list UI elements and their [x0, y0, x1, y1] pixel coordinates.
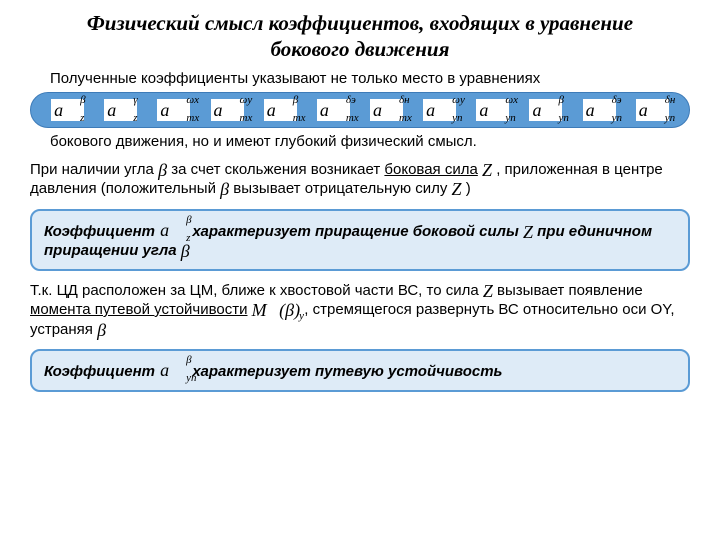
coeff-a-yn-δэ: aynδэ	[585, 99, 614, 121]
coeff-a-mx-δн: amxδн	[372, 99, 401, 121]
coeff-a-z-γ: azγ	[106, 99, 135, 121]
callout-coefficient-2: Коэффициент aynβ характеризует путевую у…	[30, 349, 690, 392]
sup: δн	[665, 95, 676, 106]
sup: δн	[399, 95, 410, 106]
sup: β	[80, 95, 85, 106]
text: Коэффициент	[44, 363, 159, 380]
sub: mx	[399, 113, 412, 124]
coeff-item: azγ	[104, 99, 137, 121]
callout-coefficient-1: Коэффициент azβ характеризует приращение…	[30, 209, 690, 271]
z-symbol: Z	[523, 223, 533, 241]
text: вызывает появление	[497, 282, 643, 299]
my-beta-symbol: My (β)	[252, 301, 300, 319]
text: за счет скольжения возникает	[171, 161, 384, 178]
underline-yaw-stability-moment: момента путевой устойчивости	[30, 301, 248, 318]
beta-symbol: β	[181, 242, 190, 260]
z-symbol: Z	[483, 282, 493, 300]
coeff-a-yn-δн: aynδн	[638, 99, 667, 121]
text: При наличии угла	[30, 161, 158, 178]
coeff-item: aynβ	[529, 99, 562, 121]
sup: γ	[133, 95, 137, 106]
coeff-item: aynδн	[636, 99, 669, 121]
sub: y	[299, 311, 304, 322]
sub: yn	[505, 113, 515, 124]
sub: z	[80, 113, 84, 124]
text: Т.к. ЦД расположен за ЦМ, ближе к хвосто…	[30, 282, 483, 299]
arg: (β)	[279, 300, 300, 320]
coeff-a-mx-ωx: amxωx	[159, 99, 188, 121]
beta-symbol: β	[220, 180, 229, 198]
coeff-item: amxωy	[211, 99, 244, 121]
page-title: Физический смысл коэффициентов, входящих…	[30, 10, 690, 63]
coeff-item: amxδн	[370, 99, 403, 121]
text: Коэффициент	[44, 223, 159, 240]
coeff-a-mx-ωy: amxωy	[213, 99, 242, 121]
title-line-1: Физический смысл коэффициентов, входящих…	[87, 11, 633, 35]
paragraph-intro-1: Полученные коэффициенты указывают не тол…	[30, 69, 690, 89]
sup: β	[558, 95, 563, 106]
coeff-a-z-β: azβ	[53, 99, 82, 121]
sub: yn	[558, 113, 568, 124]
coeff-a-yn-ωx: aynωx	[478, 99, 507, 121]
sub: yn	[665, 113, 675, 124]
page: Физический смысл коэффициентов, входящих…	[0, 0, 720, 540]
z-symbol: Z	[452, 180, 462, 198]
coeff-a-yn-beta: aynβ	[159, 359, 188, 381]
sup: β	[186, 355, 191, 366]
sup: ωy	[452, 95, 465, 106]
sub: mx	[186, 113, 199, 124]
coeff-item: aynωy	[423, 99, 456, 121]
title-line-2: бокового движения	[271, 37, 450, 61]
coeff-a-mx-β: amxβ	[266, 99, 295, 121]
sub: z	[133, 113, 137, 124]
sup: ωx	[505, 95, 518, 106]
sub: yn	[452, 113, 462, 124]
coeff-a-yn-β: aynβ	[531, 99, 560, 121]
underline-side-force: боковая сила	[384, 161, 477, 178]
z-symbol: Z	[482, 161, 492, 179]
paragraph-beta: При наличии угла β за счет скольжения во…	[30, 160, 690, 199]
sup: ωx	[186, 95, 199, 106]
sub: yn	[186, 373, 196, 384]
coeff-a-yn-ωy: aynωy	[425, 99, 454, 121]
text: характеризует путевую устойчивость	[192, 363, 502, 380]
beta-symbol: β	[158, 161, 167, 179]
sup: β	[186, 215, 191, 226]
coefficients-box: azβ azγ amxωx amxωy amxβ amxδэ amxδн aynωy aynωx…	[30, 92, 690, 128]
M: M	[252, 300, 267, 320]
text: вызывает отрицательную силу	[233, 180, 451, 197]
sub: mx	[293, 113, 306, 124]
paragraph-moment: Т.к. ЦД расположен за ЦМ, ближе к хвосто…	[30, 281, 690, 340]
coeff-item: aynδэ	[583, 99, 616, 121]
sub: yn	[612, 113, 622, 124]
coeff-item: azβ	[51, 99, 84, 121]
sub: mx	[346, 113, 359, 124]
coeff-item: amxβ	[264, 99, 297, 121]
paragraph-intro-2: бокового движения, но и имеют глубокий ф…	[30, 132, 690, 152]
coeff-a-mx-δэ: amxδэ	[319, 99, 348, 121]
sup: δэ	[612, 95, 622, 106]
coeff-item: amxδэ	[317, 99, 350, 121]
text: )	[466, 180, 471, 197]
sup: ωy	[240, 95, 253, 106]
coeff-item: amxωx	[157, 99, 190, 121]
sup: β	[293, 95, 298, 106]
coeff-a-z-beta: azβ	[159, 219, 188, 241]
beta-symbol: β	[97, 321, 106, 339]
coeff-item: aynωx	[476, 99, 509, 121]
sup: δэ	[346, 95, 356, 106]
text: характеризует приращение боковой силы	[192, 223, 523, 240]
sub: mx	[240, 113, 253, 124]
